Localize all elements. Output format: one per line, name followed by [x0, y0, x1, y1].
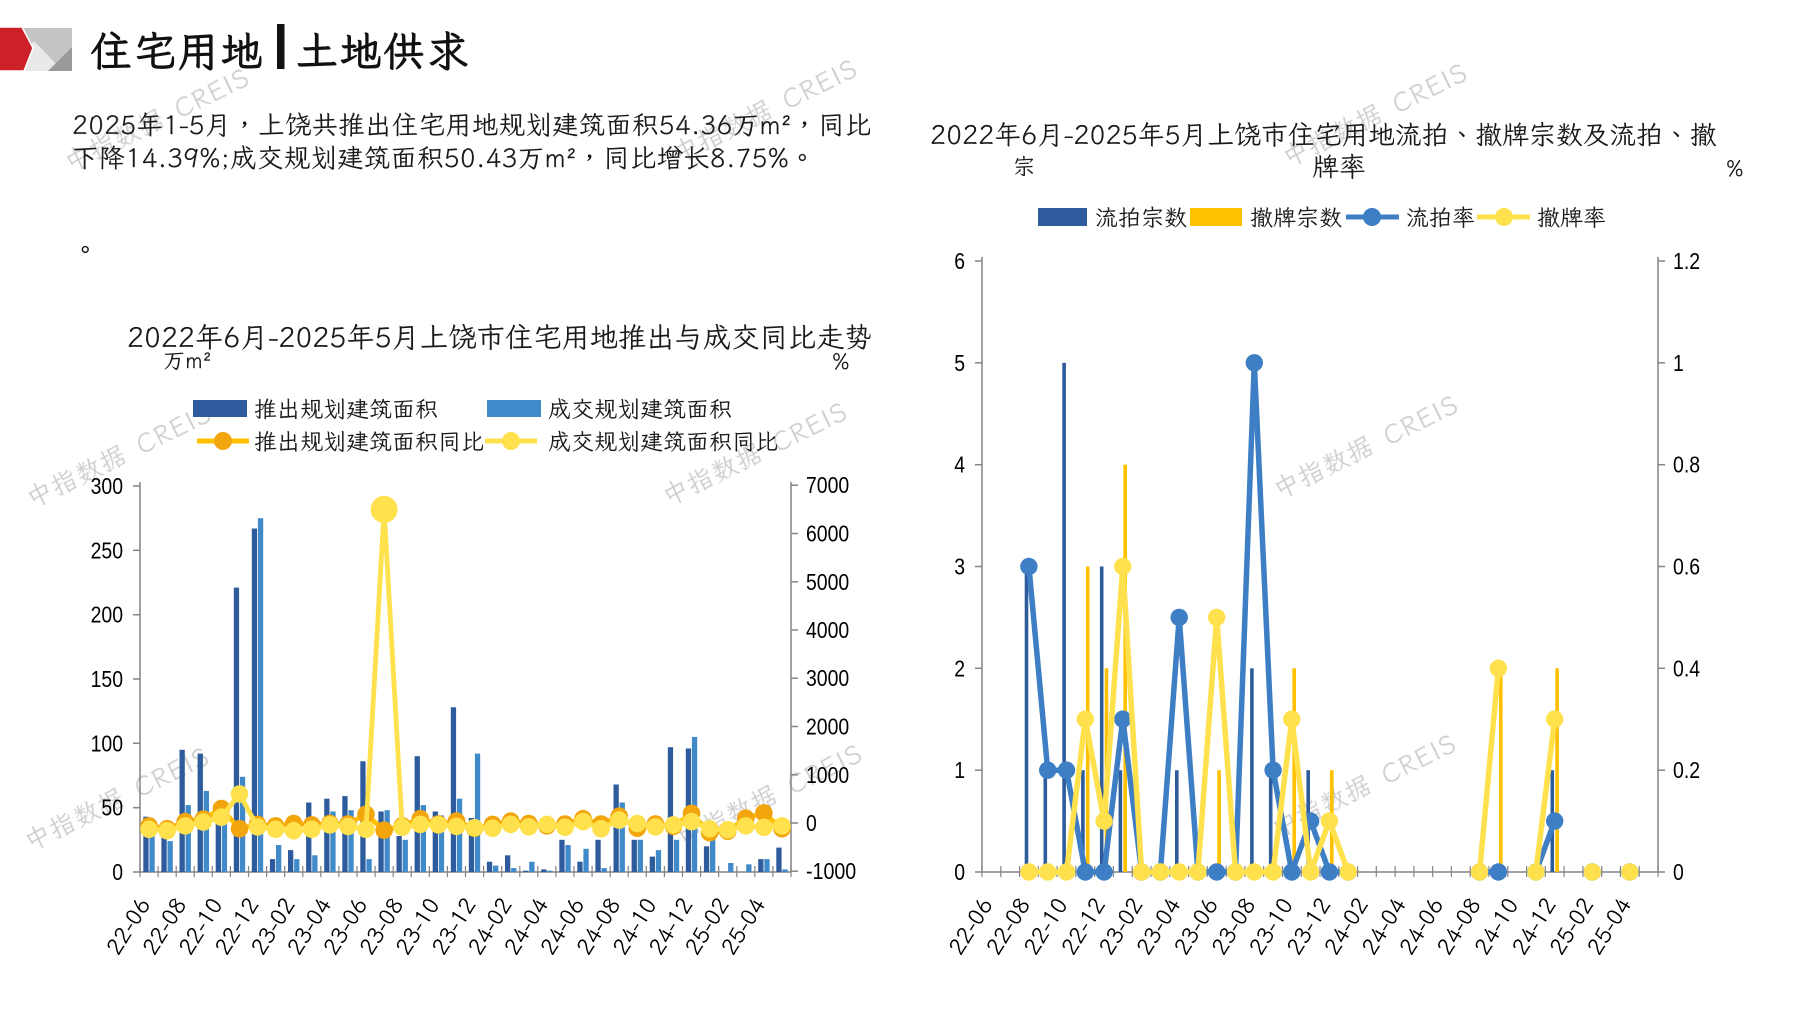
svg-text:1000: 1000 — [806, 762, 849, 788]
svg-text:250: 250 — [91, 537, 123, 563]
svg-text:0.6: 0.6 — [1673, 554, 1700, 580]
svg-text:4: 4 — [954, 452, 965, 478]
svg-text:-1000: -1000 — [806, 858, 856, 884]
svg-text:0: 0 — [806, 810, 817, 836]
svg-text:1: 1 — [1673, 350, 1684, 376]
svg-text:200: 200 — [91, 602, 123, 628]
svg-text:1.2: 1.2 — [1673, 248, 1700, 274]
svg-text:5000: 5000 — [806, 569, 849, 595]
svg-text:3000: 3000 — [806, 665, 849, 691]
svg-text:0: 0 — [954, 859, 965, 885]
svg-text:3: 3 — [954, 554, 965, 580]
svg-text:2000: 2000 — [806, 714, 849, 740]
svg-text:5: 5 — [954, 350, 965, 376]
svg-text:0.8: 0.8 — [1673, 452, 1700, 478]
svg-text:7000: 7000 — [806, 472, 849, 498]
svg-text:150: 150 — [91, 666, 123, 692]
svg-text:0: 0 — [1673, 859, 1684, 885]
svg-text:100: 100 — [91, 730, 123, 756]
svg-text:300: 300 — [91, 473, 123, 499]
svg-text:6: 6 — [954, 248, 965, 274]
svg-text:50: 50 — [101, 795, 123, 821]
svg-text:2: 2 — [954, 655, 965, 681]
svg-text:0.4: 0.4 — [1673, 655, 1700, 681]
svg-text:1: 1 — [954, 757, 965, 783]
svg-text:0: 0 — [112, 859, 123, 885]
svg-text:6000: 6000 — [806, 521, 849, 547]
svg-text:0.2: 0.2 — [1673, 757, 1700, 783]
svg-text:4000: 4000 — [806, 617, 849, 643]
